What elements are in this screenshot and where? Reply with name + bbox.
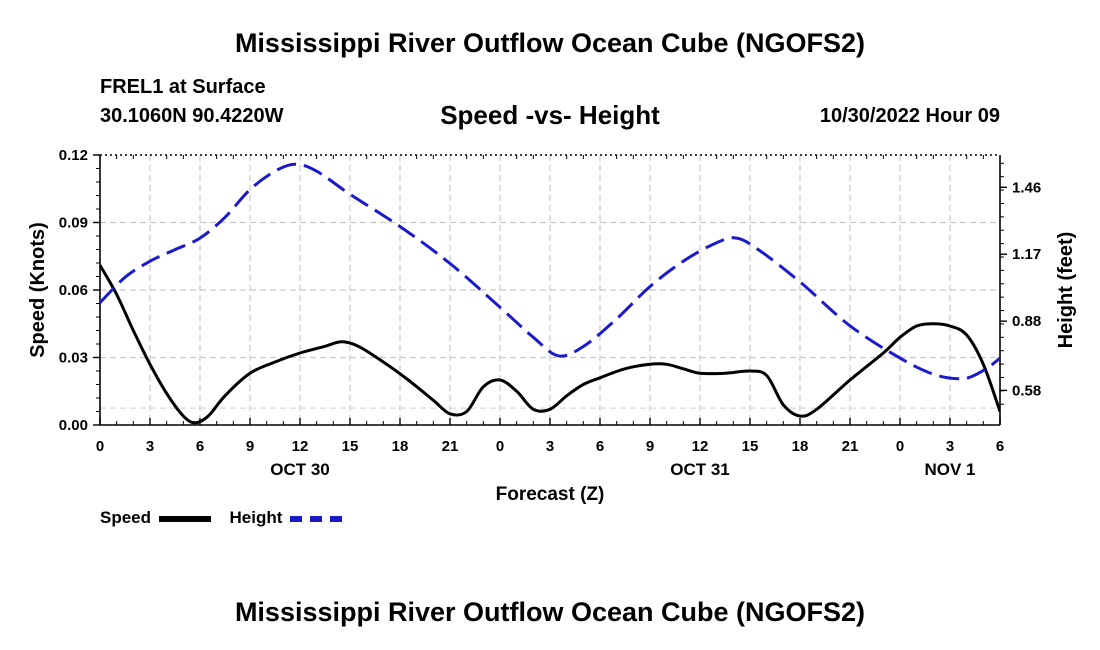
series-line-height: [100, 162, 1000, 381]
x-tick-label: 0: [496, 438, 504, 455]
x-tick-label: 3: [946, 438, 954, 455]
x-tick-label: 15: [342, 438, 359, 455]
x-tick-label: 0: [896, 438, 904, 455]
y-left-tick-label: 0.12: [59, 147, 88, 164]
y-axis-right-title: Height (feet): [1055, 232, 1077, 349]
x-tick-label: 6: [596, 438, 604, 455]
y-axis-left-title: Speed (Knots): [27, 222, 49, 358]
y-left-tick-label: 0.06: [59, 282, 88, 299]
legend-speed-swatch: [158, 515, 211, 522]
legend-item-height: Height: [230, 508, 343, 528]
series-line-speed: [100, 264, 1000, 425]
x-tick-label: 9: [646, 438, 654, 455]
forecast-datetime: 10/30/2022 Hour 09: [819, 105, 1000, 127]
x-tick-label: 21: [442, 438, 459, 455]
legend-item-speed: Speed: [100, 508, 211, 528]
x-tick-label: 15: [742, 438, 759, 455]
y-left-tick-label: 0.00: [59, 417, 88, 434]
day-label: NOV 1: [924, 460, 975, 479]
legend: Speed Height: [100, 508, 356, 528]
legend-speed-label: Speed: [100, 508, 152, 527]
x-tick-label: 6: [996, 438, 1004, 455]
y-right-tick-label: 0.58: [1012, 382, 1041, 399]
x-tick-label: 0: [96, 438, 104, 455]
legend-height-label: Height: [229, 508, 283, 527]
y-left-tick-label: 0.03: [59, 350, 88, 367]
x-tick-label: 12: [292, 438, 309, 455]
x-tick-label: 3: [546, 438, 554, 455]
x-tick-label: 18: [392, 438, 409, 455]
footer-title: Mississippi River Outflow Ocean Cube (NG…: [234, 597, 866, 627]
station-coordinates: 30.1060N 90.4220W: [100, 105, 284, 127]
x-tick-label: 21: [842, 438, 859, 455]
y-right-tick-label: 1.46: [1012, 179, 1041, 196]
x-tick-label: 9: [246, 438, 254, 455]
y-right-tick-label: 1.17: [1012, 246, 1041, 263]
x-tick-label: 6: [196, 438, 204, 455]
y-left-tick-label: 0.09: [59, 215, 88, 232]
y-right-tick-label: 0.88: [1012, 313, 1041, 330]
x-axis-title: Forecast (Z): [496, 484, 605, 505]
main-title: Mississippi River Outflow Ocean Cube (NG…: [234, 28, 866, 58]
x-tick-label: 18: [792, 438, 809, 455]
plot-title: Speed -vs- Height: [440, 100, 660, 130]
x-tick-label: 3: [146, 438, 154, 455]
day-label: OCT 31: [670, 460, 730, 479]
day-label: OCT 30: [270, 460, 330, 479]
x-tick-label: 12: [692, 438, 709, 455]
legend-height-swatch: [290, 515, 343, 522]
station-label: FREL1 at Surface: [100, 76, 266, 98]
